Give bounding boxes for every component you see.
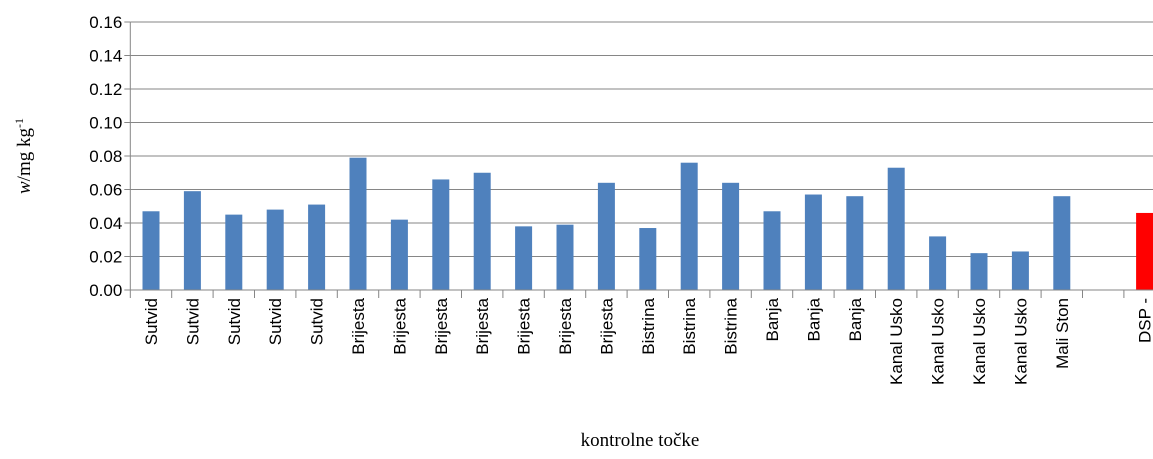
bar <box>846 196 864 290</box>
bar <box>308 204 326 290</box>
bar <box>804 194 822 290</box>
y-tick-label: 0.08 <box>89 147 122 166</box>
y-tick-label: 0.10 <box>89 114 122 133</box>
x-tick-label: Brijesta <box>556 297 575 354</box>
x-tick-label: Banja <box>804 297 823 341</box>
x-tick-label: Sutvid <box>183 298 202 345</box>
bar <box>349 157 367 290</box>
y-tick-label: 0.06 <box>89 181 122 200</box>
x-tick-label: Brijesta <box>597 297 616 354</box>
bar <box>970 253 988 290</box>
bar <box>639 228 657 290</box>
bar <box>556 224 574 290</box>
y-tick-label: 0.14 <box>89 47 122 66</box>
bar <box>432 179 450 290</box>
x-tick-label: Kanal Usko <box>887 298 906 385</box>
x-tick-label: Sutvid <box>266 298 285 345</box>
bar <box>722 182 740 290</box>
bar <box>763 211 781 290</box>
bar <box>1136 212 1153 290</box>
bar <box>1053 196 1071 290</box>
y-tick-label: 0.04 <box>89 214 122 233</box>
bar <box>225 214 243 290</box>
x-tick-label: Bistrina <box>722 297 741 354</box>
y-label-part: /mg kg <box>14 128 35 182</box>
bar <box>266 209 284 290</box>
y-tick-label: 0.12 <box>89 80 122 99</box>
y-tick-label: 0.00 <box>89 281 122 300</box>
x-tick-label: Brijesta <box>473 297 492 354</box>
x-tick-label: Kanal Usko <box>970 298 989 385</box>
bar <box>390 219 408 290</box>
x-tick-label: Kanal Usko <box>929 298 948 385</box>
bar <box>929 236 947 290</box>
bar <box>887 167 905 290</box>
y-tick-label: 0.16 <box>89 13 122 32</box>
x-tick-label: Kanal Usko <box>1011 298 1030 385</box>
bar <box>1011 251 1029 290</box>
x-tick-label: Sutvid <box>225 298 244 345</box>
x-axis-label: kontrolne točke <box>581 430 700 451</box>
bar <box>142 211 160 290</box>
bar <box>473 172 491 290</box>
x-tick-label: Sutvid <box>142 298 161 345</box>
x-tick-label: Bistrina <box>639 297 658 354</box>
y-label-part: -1 <box>12 118 26 128</box>
x-tick-label: Brijesta <box>515 297 534 354</box>
x-tick-label: Brijesta <box>349 297 368 354</box>
x-tick-label: Bistrina <box>680 297 699 354</box>
y-axis-label: w/mg kg-1 <box>12 118 35 194</box>
x-tick-label: Sutvid <box>308 298 327 345</box>
x-tick-label: Banja <box>846 297 865 341</box>
bar <box>183 191 201 290</box>
bar <box>680 162 698 290</box>
y-label-part: w <box>14 181 35 194</box>
y-tick-label: 0.02 <box>89 248 122 267</box>
x-tick-label: DSP - <box>1136 298 1153 343</box>
x-tick-label: Mali Ston <box>1053 298 1072 369</box>
x-tick-label: Brijesta <box>432 297 451 354</box>
bar <box>597 182 615 290</box>
x-tick-label: Banja <box>763 297 782 341</box>
x-tick-label: Brijesta <box>390 297 409 354</box>
bar <box>515 226 533 290</box>
